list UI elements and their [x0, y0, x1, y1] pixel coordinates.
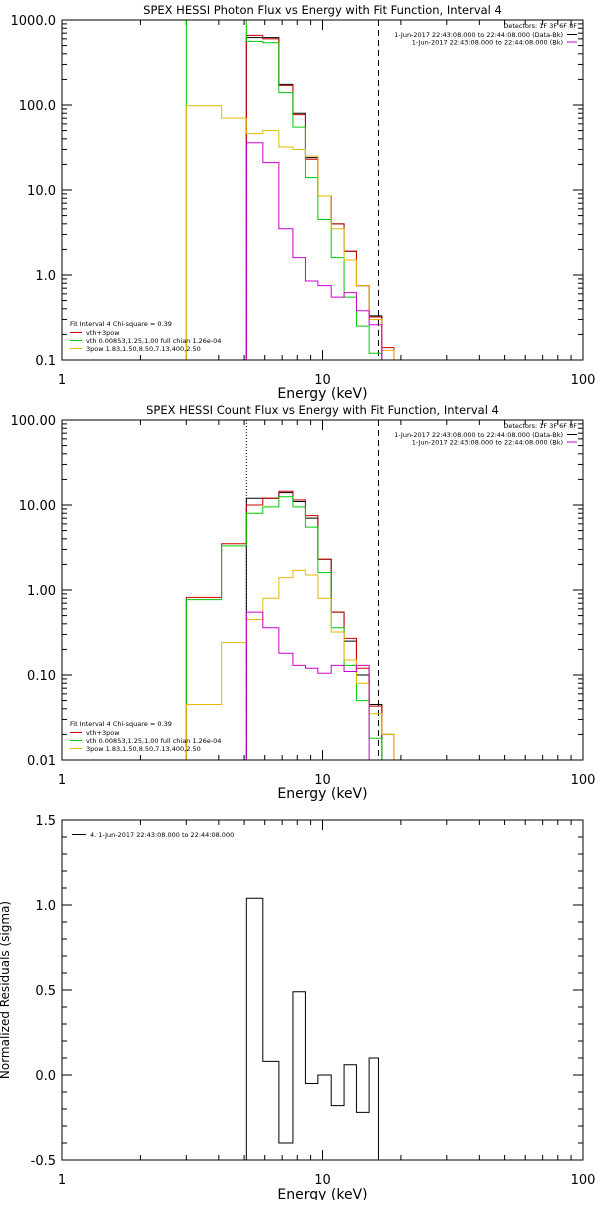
fit-legend-header: Fit Interval 4 Chi-square = 0.39 — [70, 720, 172, 728]
fit-legend-header: Fit Interval 4 Chi-square = 0.39 — [70, 320, 172, 328]
plot-frame — [61, 419, 584, 761]
y-tick-label: 0.10 — [27, 669, 56, 684]
legend-header: Detectors: 1F 3F 6F 8F — [503, 422, 577, 430]
x-tick-label: 10 — [314, 1173, 331, 1188]
residual-legend-text: 4. 1-Jun-2017 22:43:08.000 to 22:44:08.0… — [90, 831, 234, 839]
chart-title: SPEX HESSI Photon Flux vs Energy with Fi… — [143, 3, 502, 17]
x-axis-label: Energy (keV) — [277, 1187, 367, 1200]
series-group — [245, 897, 379, 1160]
y-tick-label: 100.00 — [11, 414, 57, 429]
y-tick-label: 100.0 — [19, 99, 56, 114]
x-tick-label: 10 — [314, 773, 331, 788]
legend-header: Detectors: 1F 3F 6F 8F — [503, 22, 577, 30]
x-tick-label: 10 — [314, 373, 331, 388]
series-line-bk — [245, 142, 383, 360]
chart-panel-2: SPEX HESSI Count Flux vs Energy with Fit… — [11, 403, 596, 802]
fit-legend-entry: vth+3pow — [86, 329, 120, 337]
legend-entry-text: 1-Jun-2017 22:43:08.000 to 22:44:08.000 … — [412, 39, 563, 47]
legend-entry-text: 1-Jun-2017 22:43:08.000 to 22:44:08.000 … — [412, 439, 563, 447]
x-tick-label: 1 — [58, 773, 66, 788]
fit-legend-entry: 3pow 1.83,1.50,8.50,7.13,400,2.50 — [86, 745, 201, 753]
plot-frame — [61, 19, 584, 361]
y-tick-label: 10.00 — [19, 499, 56, 514]
fit-legend-entry: 3pow 1.83,1.50,8.50,7.13,400,2.50 — [86, 345, 201, 353]
chart-title: SPEX HESSI Count Flux vs Energy with Fit… — [146, 403, 499, 417]
y-tick-label: -0.5 — [31, 1154, 56, 1169]
series-line-3pow — [185, 105, 395, 360]
y-tick-label: 1.5 — [35, 814, 56, 829]
x-tick-label: 100 — [571, 773, 596, 788]
series-line-vth — [185, 496, 383, 760]
x-tick-label: 100 — [571, 1173, 596, 1188]
series-line-residuals — [245, 897, 379, 1160]
series-line-bk — [245, 611, 370, 760]
x-axis-label: Energy (keV) — [277, 786, 367, 802]
x-tick-label: 1 — [58, 1173, 66, 1188]
fit-legend-entry: vth 0.00853,1.25,1.00 full chian 1.26e-0… — [86, 337, 221, 345]
series-group — [185, 490, 395, 760]
y-tick-label: 1.00 — [27, 584, 56, 599]
y-tick-label: 1000.0 — [11, 14, 57, 29]
legend-entry-text: 1-Jun-2017 22:43:08.000 to 22:44:08.000 … — [394, 431, 563, 439]
y-tick-label: 0.5 — [35, 984, 56, 999]
y-tick-label: 0.0 — [35, 1069, 56, 1084]
series-line-vth — [185, 20, 383, 360]
x-tick-label: 100 — [571, 373, 596, 388]
chart-panel-1: SPEX HESSI Photon Flux vs Energy with Fi… — [11, 3, 596, 402]
plot-frame — [61, 819, 584, 1161]
y-tick-label: 1.0 — [35, 269, 56, 284]
y-tick-label: 0.1 — [35, 354, 56, 369]
y-tick-label: 0.01 — [27, 754, 56, 769]
y-axis-label: Normalized Residuals (sigma) — [0, 901, 12, 1079]
y-tick-label: 10.0 — [27, 184, 56, 199]
x-axis-label: Energy (keV) — [277, 386, 367, 402]
legend-entry-text: 1-Jun-2017 22:43:08.000 to 22:44:08.000 … — [394, 31, 563, 39]
series-line-vth-3pow — [185, 490, 395, 760]
x-tick-label: 1 — [58, 373, 66, 388]
series-line-data-bk — [245, 37, 383, 360]
series-line-data-bk — [245, 492, 383, 760]
fit-legend-entry: vth 0.00853,1.25,1.00 full chian 1.26e-0… — [86, 737, 221, 745]
series-group — [185, 20, 395, 360]
chart-panel-3: 1 10 100 -0.5 0.0 0.5 1.0 1.5 Energy (keV) Normal… — [0, 814, 596, 1203]
fit-legend-entry: vth+3pow — [86, 729, 120, 737]
y-tick-label: 1.0 — [35, 899, 56, 914]
